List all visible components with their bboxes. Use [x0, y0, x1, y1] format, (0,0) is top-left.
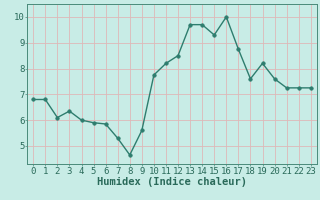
X-axis label: Humidex (Indice chaleur): Humidex (Indice chaleur) — [97, 177, 247, 187]
